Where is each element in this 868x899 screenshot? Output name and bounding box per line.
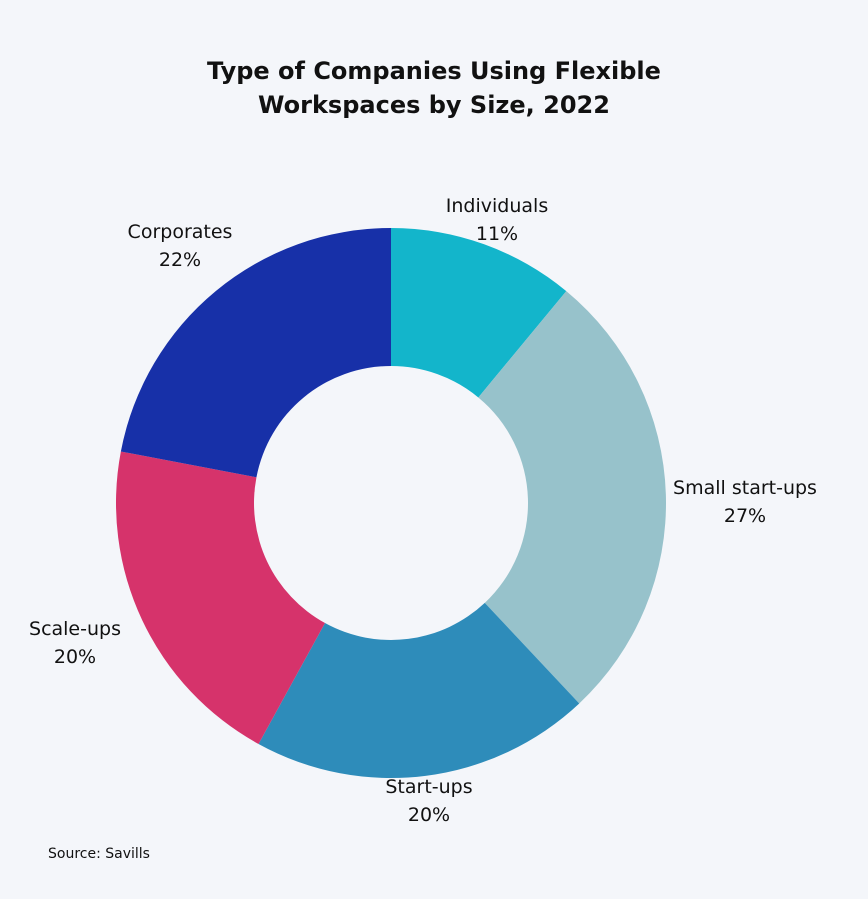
slice-label: Corporates 22% xyxy=(128,218,233,274)
chart-title: Type of Companies Using Flexible Workspa… xyxy=(0,54,868,122)
chart-title-line-2: Workspaces by Size, 2022 xyxy=(258,91,610,119)
slice-label: Scale-ups 20% xyxy=(29,615,121,671)
slice-label-category: Start-ups xyxy=(385,776,473,798)
slice-start-ups xyxy=(258,602,580,778)
slice-label-category: Small start-ups xyxy=(673,477,817,499)
slice-label-category: Individuals xyxy=(445,195,549,217)
slice-small-start-ups xyxy=(478,291,667,704)
slice-label-value: 20% xyxy=(53,646,97,668)
slice-label: Start-ups 20% xyxy=(385,773,472,829)
source-note: Source: Savills xyxy=(48,846,150,862)
slice-label-category: Corporates xyxy=(127,221,233,243)
slice-label: Small start-ups 27% xyxy=(673,474,817,530)
slice-label-category: Scale-ups xyxy=(29,618,121,640)
slice-label: Individuals 11% xyxy=(446,192,548,248)
slice-label-value: 27% xyxy=(723,505,767,527)
slice-label-value: 20% xyxy=(407,804,451,826)
slice-scale-ups xyxy=(116,451,325,744)
slice-individuals xyxy=(391,228,567,398)
slice-corporates xyxy=(120,227,392,478)
slice-label-value: 22% xyxy=(158,249,202,271)
chart-title-line-1: Type of Companies Using Flexible xyxy=(207,57,661,85)
slice-label-value: 11% xyxy=(475,223,519,245)
